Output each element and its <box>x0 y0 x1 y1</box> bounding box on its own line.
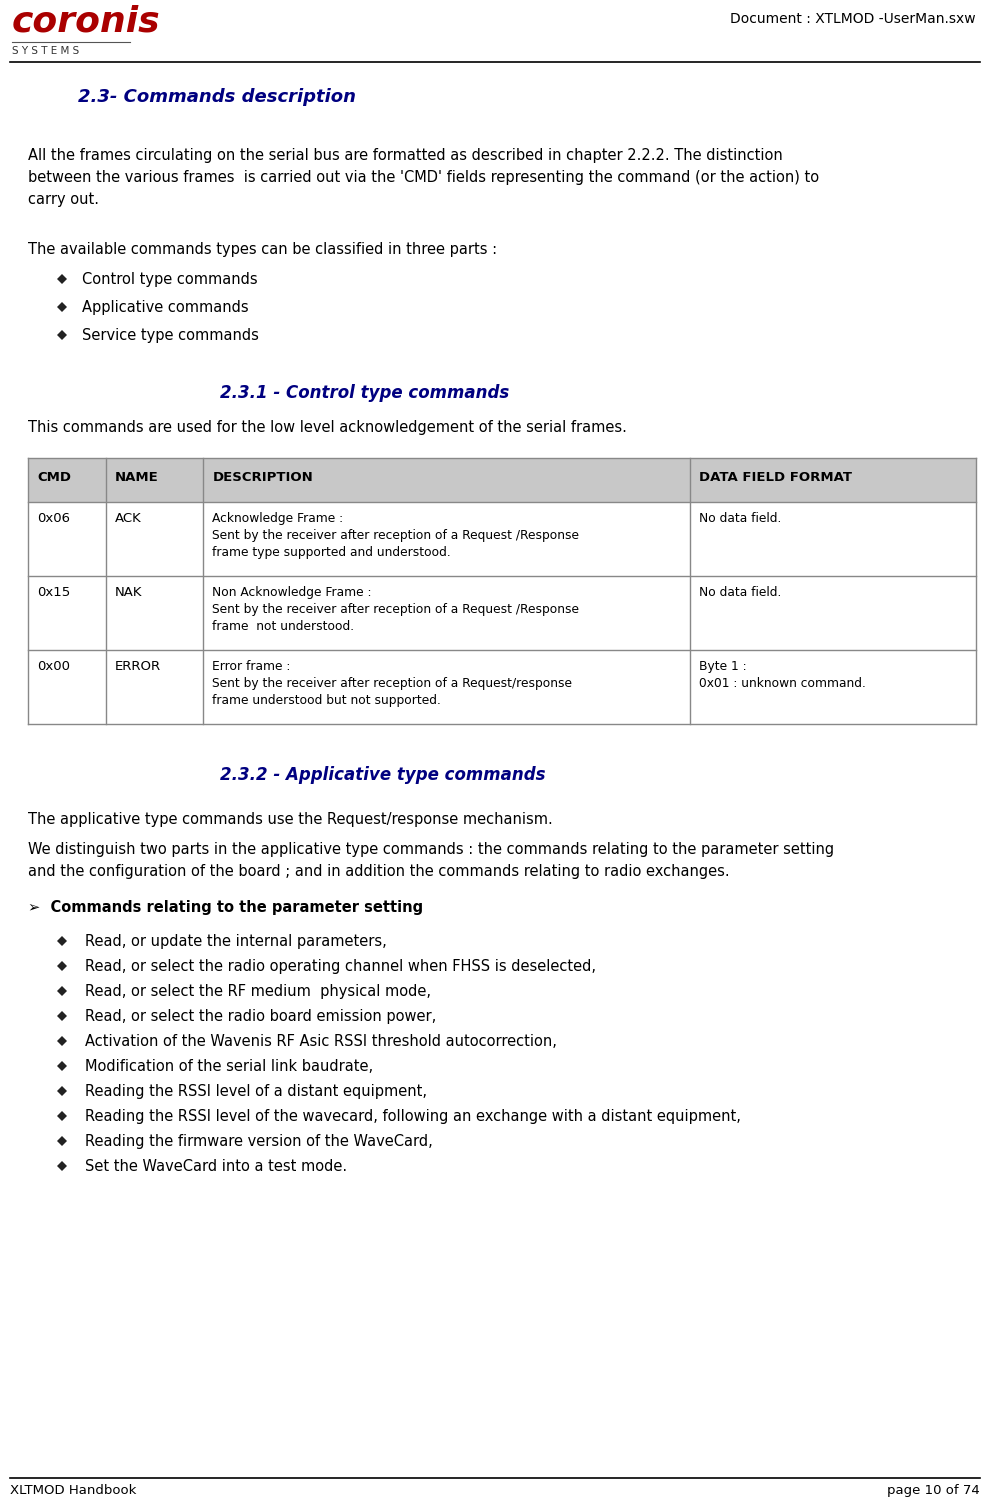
Text: Non Acknowledge Frame :: Non Acknowledge Frame : <box>213 586 371 599</box>
Text: CMD: CMD <box>37 471 71 485</box>
Text: Applicative commands: Applicative commands <box>82 300 249 316</box>
Text: S Y S T E M S: S Y S T E M S <box>12 45 79 56</box>
Text: NAME: NAME <box>114 471 158 485</box>
Text: Error frame :: Error frame : <box>213 660 291 673</box>
Text: 0x01 : unknown command.: 0x01 : unknown command. <box>698 676 865 690</box>
Bar <box>28 575 975 649</box>
Text: 2.3.2 - Applicative type commands: 2.3.2 - Applicative type commands <box>220 766 545 784</box>
Text: All the frames circulating on the serial bus are formatted as described in chapt: All the frames circulating on the serial… <box>28 148 782 163</box>
Text: DATA FIELD FORMAT: DATA FIELD FORMAT <box>698 471 851 485</box>
Text: Activation of the Wavenis RF Asic RSSI threshold autocorrection,: Activation of the Wavenis RF Asic RSSI t… <box>85 1034 557 1049</box>
Text: Reading the firmware version of the WaveCard,: Reading the firmware version of the Wave… <box>85 1134 432 1149</box>
Text: Modification of the serial link baudrate,: Modification of the serial link baudrate… <box>85 1059 373 1074</box>
Text: carry out.: carry out. <box>28 192 99 207</box>
Text: and the configuration of the board ; and in addition the commands relating to ra: and the configuration of the board ; and… <box>28 864 729 879</box>
Text: This commands are used for the low level acknowledgement of the serial frames.: This commands are used for the low level… <box>28 420 626 435</box>
Text: NAK: NAK <box>114 586 142 599</box>
Text: XLTMOD Handbook: XLTMOD Handbook <box>10 1484 136 1496</box>
Text: No data field.: No data field. <box>698 586 780 599</box>
Text: frame  not understood.: frame not understood. <box>213 621 354 633</box>
Bar <box>28 458 975 501</box>
Text: between the various frames  is carried out via the 'CMD' fields representing the: between the various frames is carried ou… <box>28 171 818 186</box>
Text: Sent by the receiver after reception of a Request /Response: Sent by the receiver after reception of … <box>213 602 579 616</box>
Text: coronis: coronis <box>12 5 160 39</box>
Text: Read, or select the radio board emission power,: Read, or select the radio board emission… <box>85 1009 436 1024</box>
Text: Reading the RSSI level of the wavecard, following an exchange with a distant equ: Reading the RSSI level of the wavecard, … <box>85 1108 740 1123</box>
Text: Read, or update the internal parameters,: Read, or update the internal parameters, <box>85 935 386 948</box>
Text: We distinguish two parts in the applicative type commands : the commands relatin: We distinguish two parts in the applicat… <box>28 843 833 858</box>
Text: 0x06: 0x06 <box>37 512 70 525</box>
Text: 0x00: 0x00 <box>37 660 70 673</box>
Text: The applicative type commands use the Request/response mechanism.: The applicative type commands use the Re… <box>28 812 553 827</box>
Text: Sent by the receiver after reception of a Request /Response: Sent by the receiver after reception of … <box>213 528 579 542</box>
Text: Set the WaveCard into a test mode.: Set the WaveCard into a test mode. <box>85 1160 347 1173</box>
Text: ERROR: ERROR <box>114 660 160 673</box>
Text: ➢  Commands relating to the parameter setting: ➢ Commands relating to the parameter set… <box>28 900 422 915</box>
Text: 2.3.1 - Control type commands: 2.3.1 - Control type commands <box>220 384 509 402</box>
Text: Document : XTLMOD -UserMan.sxw: Document : XTLMOD -UserMan.sxw <box>729 12 975 26</box>
Text: 2.3- Commands description: 2.3- Commands description <box>78 88 356 106</box>
Text: 0x15: 0x15 <box>37 586 70 599</box>
Text: frame type supported and understood.: frame type supported and understood. <box>213 547 450 559</box>
Text: Control type commands: Control type commands <box>82 272 258 287</box>
Text: ACK: ACK <box>114 512 141 525</box>
Text: The available commands types can be classified in three parts :: The available commands types can be clas… <box>28 242 496 257</box>
Text: Read, or select the radio operating channel when FHSS is deselected,: Read, or select the radio operating chan… <box>85 959 596 974</box>
Text: Reading the RSSI level of a distant equipment,: Reading the RSSI level of a distant equi… <box>85 1084 426 1099</box>
Text: page 10 of 74: page 10 of 74 <box>887 1484 979 1496</box>
Text: frame understood but not supported.: frame understood but not supported. <box>213 695 440 707</box>
Text: Read, or select the RF medium  physical mode,: Read, or select the RF medium physical m… <box>85 985 430 1000</box>
Bar <box>28 501 975 575</box>
Text: Byte 1 :: Byte 1 : <box>698 660 745 673</box>
Text: DESCRIPTION: DESCRIPTION <box>213 471 313 485</box>
Text: No data field.: No data field. <box>698 512 780 525</box>
Bar <box>28 649 975 723</box>
Text: Service type commands: Service type commands <box>82 328 259 343</box>
Text: Sent by the receiver after reception of a Request/response: Sent by the receiver after reception of … <box>213 676 572 690</box>
Text: Acknowledge Frame :: Acknowledge Frame : <box>213 512 343 525</box>
